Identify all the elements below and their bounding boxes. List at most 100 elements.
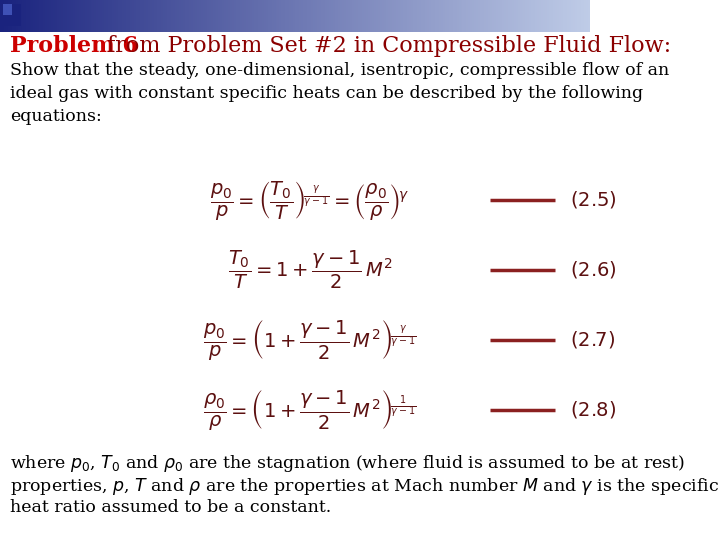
Bar [518, 0, 520, 32]
Bar [529, 0, 531, 32]
Bar [476, 0, 478, 32]
Bar [16, 0, 18, 32]
Bar [144, 0, 145, 32]
Bar [112, 0, 114, 32]
Bar [96, 0, 99, 32]
Bar [179, 0, 181, 32]
Bar [55, 0, 57, 32]
Bar [181, 0, 183, 32]
Bar [480, 0, 482, 32]
Bar [478, 0, 480, 32]
Bar [171, 0, 174, 32]
Bar [348, 0, 351, 32]
Bar [557, 0, 559, 32]
Bar [299, 0, 301, 32]
Bar [277, 0, 279, 32]
Bar [189, 0, 191, 32]
Bar [252, 0, 254, 32]
Text: $\dfrac{\rho_0}{\rho} = \left(1 + \dfrac{\gamma - 1}{2}\, M^{2}\right)^{\!\frac{: $\dfrac{\rho_0}{\rho} = \left(1 + \dfrac… [204, 388, 417, 432]
Bar [362, 0, 364, 32]
Bar [539, 0, 541, 32]
Bar [553, 0, 555, 32]
Bar [567, 0, 569, 32]
Bar [563, 0, 564, 32]
Bar [94, 0, 96, 32]
Bar [395, 0, 397, 32]
Bar [201, 0, 203, 32]
Text: $(2.8)$: $(2.8)$ [570, 400, 616, 421]
Bar [118, 0, 120, 32]
Bar [75, 0, 77, 32]
Text: where $p_0$, $T_0$ and $\rho_0$ are the stagnation (where fluid is assumed to be: where $p_0$, $T_0$ and $\rho_0$ are the … [10, 453, 685, 474]
Bar [305, 0, 307, 32]
Bar [490, 0, 492, 32]
Bar [579, 0, 580, 32]
Bar [284, 0, 285, 32]
Bar [301, 0, 303, 32]
Bar [325, 0, 327, 32]
Bar [32, 0, 33, 32]
Text: $\dfrac{p_0}{p} = \left(1 + \dfrac{\gamma - 1}{2}\, M^{2}\right)^{\!\frac{\gamma: $\dfrac{p_0}{p} = \left(1 + \dfrac{\gamm… [203, 318, 417, 362]
Bar [86, 0, 89, 32]
Text: $\dfrac{p_0}{p} = \left(\dfrac{T_0}{T}\right)^{\!\frac{\gamma}{\gamma-1}} = \lef: $\dfrac{p_0}{p} = \left(\dfrac{T_0}{T}\r… [210, 179, 410, 221]
Bar [386, 0, 387, 32]
Bar [120, 0, 122, 32]
Bar [368, 0, 370, 32]
Bar [482, 0, 484, 32]
Bar [526, 0, 528, 32]
Bar [99, 0, 100, 32]
Bar [153, 0, 156, 32]
Bar [494, 0, 496, 32]
Bar [319, 0, 321, 32]
Bar [403, 0, 405, 32]
Bar [78, 0, 81, 32]
Bar [67, 0, 69, 32]
Bar [12, 0, 14, 32]
Bar [366, 0, 368, 32]
Bar [297, 0, 299, 32]
Bar [49, 0, 51, 32]
Bar [132, 0, 134, 32]
Bar [311, 0, 313, 32]
Bar [307, 0, 309, 32]
Bar [279, 0, 282, 32]
Bar [435, 0, 437, 32]
Bar [248, 0, 250, 32]
Bar [193, 0, 195, 32]
Bar [580, 0, 582, 32]
Bar [108, 0, 110, 32]
Bar [128, 0, 130, 32]
Bar [268, 0, 269, 32]
Bar [380, 0, 382, 32]
Bar [392, 0, 394, 32]
Bar [474, 0, 476, 32]
Bar [459, 0, 461, 32]
Bar [6, 0, 8, 32]
Bar [521, 0, 523, 32]
Bar [561, 0, 563, 32]
Bar [266, 0, 268, 32]
Bar [354, 0, 356, 32]
Bar [330, 0, 333, 32]
Bar [151, 0, 153, 32]
Bar [10, 0, 12, 32]
Bar [81, 0, 83, 32]
Bar [372, 0, 374, 32]
Bar [26, 0, 27, 32]
Bar [215, 0, 217, 32]
Bar [378, 0, 380, 32]
Bar [73, 0, 75, 32]
Bar [274, 0, 276, 32]
Bar [91, 0, 92, 32]
Bar [547, 0, 549, 32]
Text: equations:: equations: [10, 108, 102, 125]
Bar [45, 0, 48, 32]
Bar [303, 0, 305, 32]
Bar [419, 0, 421, 32]
Bar [472, 0, 474, 32]
Bar [429, 0, 431, 32]
Bar [203, 0, 204, 32]
Bar [238, 0, 240, 32]
Bar [571, 0, 572, 32]
Bar [225, 0, 226, 32]
